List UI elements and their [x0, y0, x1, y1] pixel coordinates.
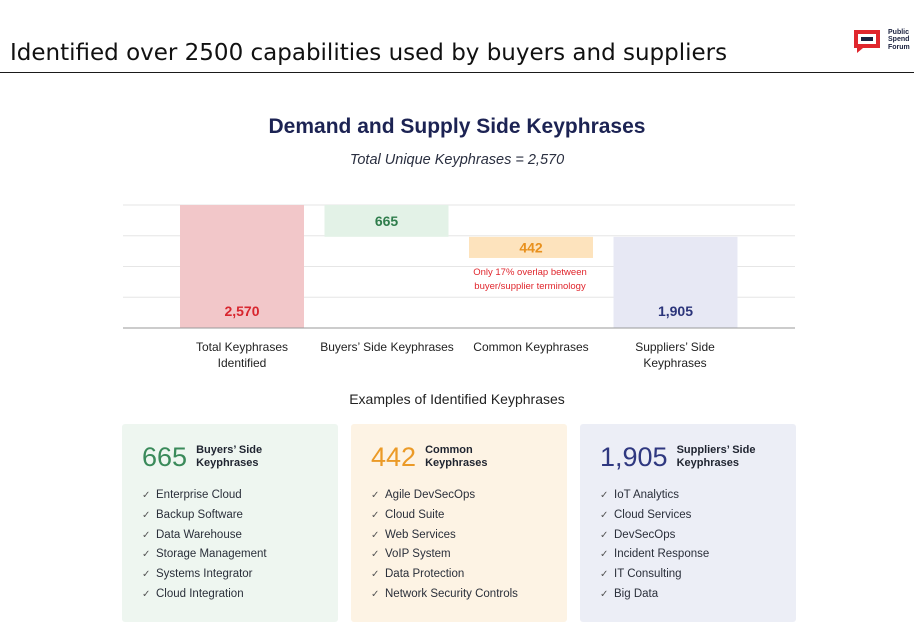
- category-label-common: Common Keyphrases: [473, 340, 589, 354]
- keyphrase-text: Agile DevSecOps: [385, 489, 476, 501]
- keyphrase-item: ✓ Incident Response: [600, 545, 709, 565]
- card-label: Suppliers’ Side Keyphrases: [676, 444, 756, 469]
- check-icon: ✓: [600, 509, 609, 521]
- check-icon: ✓: [142, 549, 151, 561]
- keyphrase-text: DevSecOps: [614, 528, 676, 541]
- waterfall-chart: 2,570 665 442 1,905: [123, 204, 795, 329]
- check-icon: ✓: [371, 529, 380, 541]
- check-icon: ✓: [600, 588, 609, 600]
- check-icon: ✓: [600, 549, 609, 561]
- keyphrase-text: Data Warehouse: [156, 528, 242, 541]
- bar: [469, 236, 593, 258]
- keyphrase-text: Incident Response: [614, 548, 710, 561]
- keyphrase-item: ✓ DevSecOps: [600, 526, 709, 546]
- overlap-annotation: Only 17% overlap between buyer/supplier …: [473, 267, 587, 292]
- check-icon: ✓: [600, 490, 609, 501]
- speech-bubble-logo-icon: [854, 30, 880, 53]
- check-icon: ✓: [600, 569, 609, 581]
- suppliers-examples-card: 1,905 Suppliers’ Side Keyphrases ✓ IoT An…: [580, 424, 796, 622]
- examples-title: Examples of Identified Keyphrases: [349, 391, 565, 407]
- card-number: 1,905: [600, 442, 668, 472]
- bar-value-label: 665: [375, 213, 399, 229]
- keyphrase-list: ✓ IoT Analytics ✓ Cloud Services ✓ DevSecOps ✓…: [600, 486, 709, 605]
- keyphrase-item: ✓ Data Protection: [371, 565, 518, 585]
- bar-value-label: 2,570: [224, 303, 259, 319]
- keyphrase-text: Cloud Integration: [156, 587, 244, 600]
- keyphrase-item: ✓ Cloud Suite: [371, 506, 518, 526]
- category-label-total: Total Keyphrases Identified: [195, 340, 289, 370]
- check-icon: ✓: [371, 588, 380, 600]
- keyphrase-text: IoT Analytics: [614, 489, 679, 501]
- keyphrase-list: ✓ Agile DevSecOps ✓ Cloud Suite ✓ Web Service…: [371, 486, 518, 605]
- check-icon: ✓: [142, 509, 151, 521]
- keyphrase-text: Big Data: [614, 587, 659, 600]
- common-examples-card: 442 Common Keyphrases ✓ Agile DevSecOps ✓ C…: [351, 424, 567, 622]
- keyphrase-text: Cloud Services: [614, 508, 692, 521]
- keyphrase-text: Web Services: [385, 528, 456, 541]
- check-icon: ✓: [142, 529, 151, 541]
- category-label-buyers: Buyers’ Side Keyphrases: [320, 340, 454, 354]
- keyphrase-item: ✓ Cloud Integration: [142, 585, 267, 605]
- keyphrase-item: ✓ Storage Management: [142, 545, 267, 565]
- bar: [613, 236, 738, 328]
- card-label: Buyers’ Side Keyphrases: [196, 444, 263, 469]
- keyphrase-item: ✓ Enterprise Cloud: [142, 486, 267, 506]
- keyphrase-item: ✓ Cloud Services: [600, 506, 709, 526]
- keyphrase-item: ✓ IoT Analytics: [600, 486, 709, 506]
- bar: [180, 205, 304, 328]
- keyphrase-text: Enterprise Cloud: [156, 489, 242, 501]
- logo-text: Public Spend Forum: [888, 29, 910, 51]
- bar-value-label: 442: [519, 239, 543, 255]
- keyphrase-text: Data Protection: [385, 568, 465, 581]
- keyphrase-text: IT Consulting: [614, 568, 682, 581]
- keyphrase-item: ✓ Backup Software: [142, 506, 267, 526]
- keyphrase-text: Systems Integrator: [156, 568, 253, 581]
- keyphrase-text: Cloud Suite: [385, 508, 445, 521]
- check-icon: ✓: [142, 588, 151, 600]
- check-icon: ✓: [371, 509, 380, 521]
- chart-title: Demand and Supply Side Keyphrases: [268, 115, 646, 138]
- keyphrase-item: ✓ Systems Integrator: [142, 565, 267, 585]
- slide-title: Identified over 2500 capabilities used b…: [10, 40, 728, 66]
- check-icon: ✓: [371, 549, 380, 561]
- keyphrase-item: ✓ Big Data: [600, 585, 709, 605]
- check-icon: ✓: [600, 529, 609, 541]
- card-number: 665: [142, 442, 188, 472]
- chart-subtitle: Total Unique Keyphrases = 2,570: [349, 152, 565, 168]
- keyphrase-text: Network Security Controls: [385, 587, 518, 600]
- keyphrase-text: Storage Management: [156, 548, 267, 561]
- keyphrase-item: ✓ VoIP System: [371, 545, 518, 565]
- check-icon: ✓: [142, 490, 151, 501]
- card-label: Common Keyphrases: [425, 444, 488, 469]
- check-icon: ✓: [371, 569, 380, 581]
- bar-value-label: 1,905: [658, 303, 693, 319]
- category-label-suppliers: Suppliers’ Side Keyphrases: [635, 340, 715, 370]
- buyers-examples-card: 665 Buyers’ Side Keyphrases ✓ Enterprise …: [122, 424, 338, 622]
- keyphrase-item: ✓ Network Security Controls: [371, 585, 518, 605]
- keyphrase-item: ✓ Data Warehouse: [142, 526, 267, 546]
- check-icon: ✓: [142, 569, 151, 581]
- keyphrase-list: ✓ Enterprise Cloud ✓ Backup Software ✓ Data W…: [142, 486, 267, 605]
- keyphrase-item: ✓ IT Consulting: [600, 565, 709, 585]
- keyphrase-item: ✓ Web Services: [371, 526, 518, 546]
- bar: [324, 205, 449, 237]
- keyphrase-text: VoIP System: [385, 548, 451, 561]
- keyphrase-text: Backup Software: [156, 508, 243, 521]
- public-spend-forum-logo: Public Spend Forum: [852, 27, 912, 55]
- title-divider: [0, 72, 914, 73]
- check-icon: ✓: [371, 490, 380, 501]
- keyphrase-item: ✓ Agile DevSecOps: [371, 486, 518, 506]
- card-number: 442: [371, 442, 417, 472]
